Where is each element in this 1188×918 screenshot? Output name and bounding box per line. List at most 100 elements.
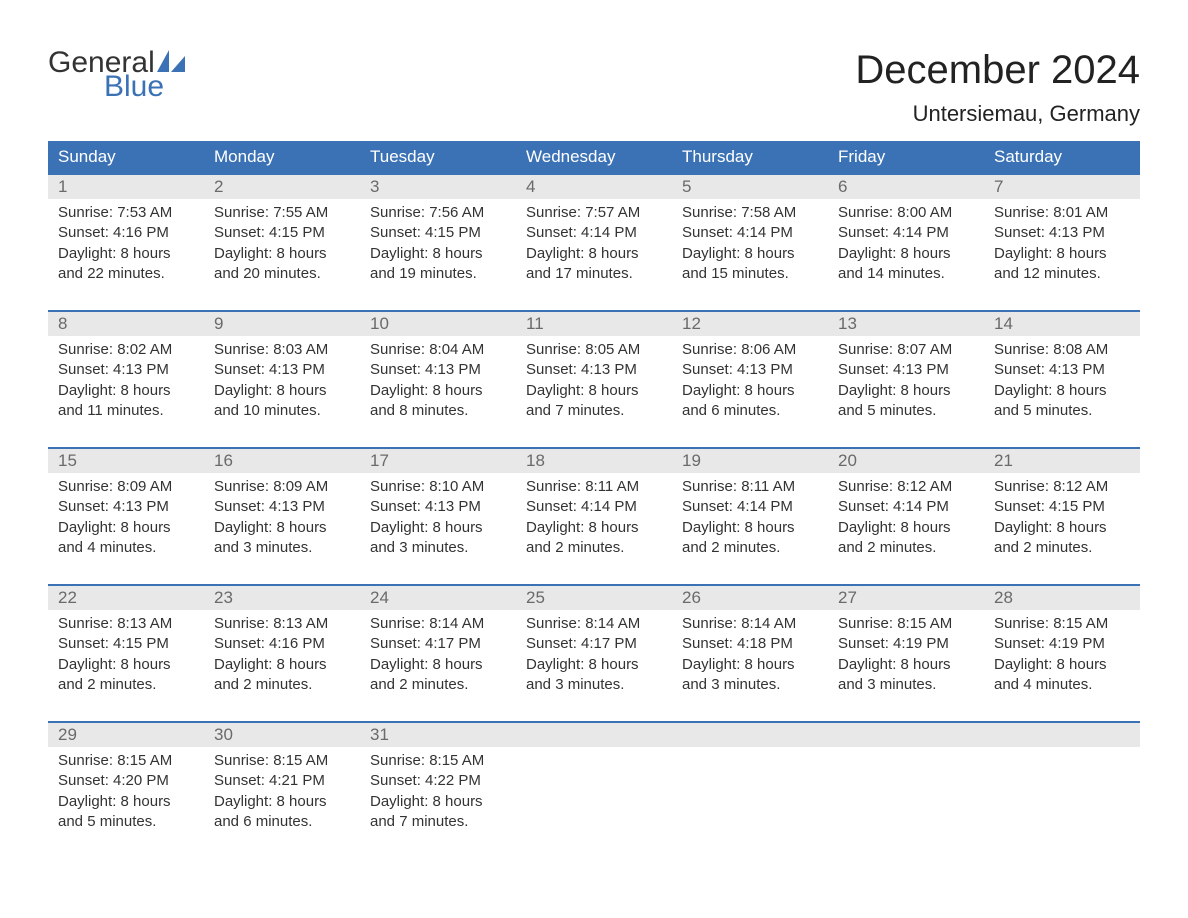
sunrise-text: Sunrise: 8:14 AM (370, 614, 506, 634)
day-number: 9 (214, 314, 223, 333)
day-number: 5 (682, 177, 691, 196)
day-number: 6 (838, 177, 847, 196)
day-cell: 31Sunrise: 8:15 AMSunset: 4:22 PMDayligh… (360, 723, 516, 844)
daylight-line1: Daylight: 8 hours (838, 518, 974, 538)
day-cell: 28Sunrise: 8:15 AMSunset: 4:19 PMDayligh… (984, 586, 1140, 707)
sunrise-text: Sunrise: 8:15 AM (994, 614, 1130, 634)
daylight-line2: and 22 minutes. (58, 264, 194, 284)
daylight-line1: Daylight: 8 hours (58, 792, 194, 812)
day-number-row: . (672, 723, 828, 747)
daylight-line2: and 20 minutes. (214, 264, 350, 284)
day-cell: 3Sunrise: 7:56 AMSunset: 4:15 PMDaylight… (360, 175, 516, 296)
day-number-row: 19 (672, 449, 828, 473)
daylight-line2: and 3 minutes. (682, 675, 818, 695)
day-number-row: 1 (48, 175, 204, 199)
day-body: Sunrise: 8:14 AMSunset: 4:17 PMDaylight:… (360, 610, 516, 695)
day-cell: 4Sunrise: 7:57 AMSunset: 4:14 PMDaylight… (516, 175, 672, 296)
days-of-week-header: SundayMondayTuesdayWednesdayThursdayFrid… (48, 141, 1140, 173)
week-row: 8Sunrise: 8:02 AMSunset: 4:13 PMDaylight… (48, 310, 1140, 433)
day-number-row: 11 (516, 312, 672, 336)
day-number-row: 21 (984, 449, 1140, 473)
sunrise-text: Sunrise: 8:09 AM (58, 477, 194, 497)
sunset-text: Sunset: 4:14 PM (682, 223, 818, 243)
daylight-line1: Daylight: 8 hours (214, 655, 350, 675)
day-body: Sunrise: 8:15 AMSunset: 4:22 PMDaylight:… (360, 747, 516, 832)
daylight-line1: Daylight: 8 hours (58, 244, 194, 264)
sunrise-text: Sunrise: 8:11 AM (526, 477, 662, 497)
sunrise-text: Sunrise: 8:15 AM (214, 751, 350, 771)
daylight-line2: and 5 minutes. (994, 401, 1130, 421)
dow-friday: Friday (828, 141, 984, 173)
daylight-line2: and 12 minutes. (994, 264, 1130, 284)
day-number-row: 13 (828, 312, 984, 336)
sunset-text: Sunset: 4:13 PM (370, 360, 506, 380)
daylight-line2: and 4 minutes. (994, 675, 1130, 695)
sunset-text: Sunset: 4:18 PM (682, 634, 818, 654)
day-body: Sunrise: 8:01 AMSunset: 4:13 PMDaylight:… (984, 199, 1140, 284)
day-cell: 13Sunrise: 8:07 AMSunset: 4:13 PMDayligh… (828, 312, 984, 433)
day-number: 27 (838, 588, 857, 607)
daylight-line2: and 2 minutes. (994, 538, 1130, 558)
day-number-row: . (828, 723, 984, 747)
daylight-line2: and 15 minutes. (682, 264, 818, 284)
daylight-line2: and 2 minutes. (214, 675, 350, 695)
day-number: 4 (526, 177, 535, 196)
daylight-line2: and 7 minutes. (370, 812, 506, 832)
daylight-line2: and 8 minutes. (370, 401, 506, 421)
daylight-line2: and 2 minutes. (370, 675, 506, 695)
day-cell: 29Sunrise: 8:15 AMSunset: 4:20 PMDayligh… (48, 723, 204, 844)
sunset-text: Sunset: 4:15 PM (370, 223, 506, 243)
day-number-row: 3 (360, 175, 516, 199)
day-body: Sunrise: 7:53 AMSunset: 4:16 PMDaylight:… (48, 199, 204, 284)
day-body: Sunrise: 8:00 AMSunset: 4:14 PMDaylight:… (828, 199, 984, 284)
day-number: 8 (58, 314, 67, 333)
dow-monday: Monday (204, 141, 360, 173)
day-cell: 21Sunrise: 8:12 AMSunset: 4:15 PMDayligh… (984, 449, 1140, 570)
day-number: 23 (214, 588, 233, 607)
daylight-line1: Daylight: 8 hours (58, 518, 194, 538)
sunrise-text: Sunrise: 8:06 AM (682, 340, 818, 360)
day-number: 26 (682, 588, 701, 607)
sunset-text: Sunset: 4:13 PM (994, 223, 1130, 243)
daylight-line1: Daylight: 8 hours (682, 655, 818, 675)
day-number: 12 (682, 314, 701, 333)
day-number: 25 (526, 588, 545, 607)
sunset-text: Sunset: 4:14 PM (682, 497, 818, 517)
week-row: 22Sunrise: 8:13 AMSunset: 4:15 PMDayligh… (48, 584, 1140, 707)
day-number-row: 24 (360, 586, 516, 610)
day-number-row: 8 (48, 312, 204, 336)
day-cell: 12 Sunrise: 8:06 AMSunset: 4:13 PMDayligh… (672, 312, 828, 433)
sunrise-text: Sunrise: 8:15 AM (58, 751, 194, 771)
week-row: 29Sunrise: 8:15 AMSunset: 4:20 PMDayligh… (48, 721, 1140, 844)
day-cell: 7Sunrise: 8:01 AMSunset: 4:13 PMDaylight… (984, 175, 1140, 296)
daylight-line1: Daylight: 8 hours (526, 244, 662, 264)
day-number-row: 29 (48, 723, 204, 747)
day-number: 20 (838, 451, 857, 470)
day-number-row: 20 (828, 449, 984, 473)
daylight-line1: Daylight: 8 hours (214, 381, 350, 401)
day-empty: . (516, 723, 672, 844)
daylight-line2: and 3 minutes. (370, 538, 506, 558)
day-number-row: 15 (48, 449, 204, 473)
daylight-line1: Daylight: 8 hours (838, 381, 974, 401)
sunset-text: Sunset: 4:19 PM (838, 634, 974, 654)
day-number: 28 (994, 588, 1013, 607)
sunrise-text: Sunrise: 8:00 AM (838, 203, 974, 223)
day-cell: 20Sunrise: 8:12 AMSunset: 4:14 PMDayligh… (828, 449, 984, 570)
day-number: 30 (214, 725, 233, 744)
day-number-row: 4 (516, 175, 672, 199)
day-body: Sunrise: 8:11 AMSunset: 4:14 PMDaylight:… (516, 473, 672, 558)
day-body: Sunrise: 8:06 AMSunset: 4:13 PMDaylight:… (672, 336, 828, 421)
daylight-line1: Daylight: 8 hours (838, 655, 974, 675)
daylight-line2: and 7 minutes. (526, 401, 662, 421)
day-body: Sunrise: 8:14 AMSunset: 4:17 PMDaylight:… (516, 610, 672, 695)
sunrise-text: Sunrise: 7:57 AM (526, 203, 662, 223)
sunrise-text: Sunrise: 8:08 AM (994, 340, 1130, 360)
daylight-line2: and 3 minutes. (838, 675, 974, 695)
daylight-line1: Daylight: 8 hours (58, 381, 194, 401)
day-cell: 5Sunrise: 7:58 AMSunset: 4:14 PMDaylight… (672, 175, 828, 296)
sunset-text: Sunset: 4:17 PM (526, 634, 662, 654)
sunset-text: Sunset: 4:15 PM (58, 634, 194, 654)
day-body: Sunrise: 8:10 AMSunset: 4:13 PMDaylight:… (360, 473, 516, 558)
day-number-row: 9 (204, 312, 360, 336)
